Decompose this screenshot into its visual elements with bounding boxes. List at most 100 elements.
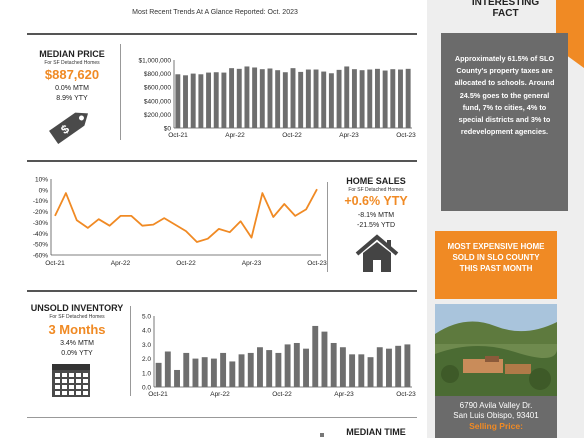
price-tag-icon: $ [44,108,96,145]
bar [229,68,235,128]
bar [190,73,196,128]
bar [213,72,219,128]
expensive-home-photo [435,304,557,396]
y-tick-label: -60% [33,253,48,260]
y-tick-label: -40% [33,231,48,238]
bar [390,69,396,128]
interesting-fact-header: INTERESTING FACT [431,0,580,31]
bar [305,69,311,128]
calendar-cell [69,385,74,389]
bar [382,70,388,128]
bar [267,68,273,128]
x-tick-label: Oct-21 [168,132,188,139]
calendar-cell [62,385,67,389]
median-price-subtitle: For SF Detached Homes [44,60,100,66]
median-price-title: MEDIAN PRICE [39,49,105,59]
address-line-2: San Luis Obispo, 93401 [453,411,539,420]
expensive-home-header: MOST EXPENSIVE HOME SOLD IN SLO COUNTY T… [435,231,557,299]
x-tick-label: Oct-22 [176,260,196,267]
median-price-mtm: 0.0% MTM [55,85,89,92]
unsold-subtitle: For SF Detached Homes [49,314,105,320]
fact-text: Approximately 61.5% of SLO County's prop… [454,54,555,137]
median-price-chart: $1,000,000 $800,000 $600,000 $400,000 $200,0… [138,58,416,140]
y-tick-label: 4.0 [142,328,151,335]
bar [367,69,373,128]
bar [252,67,258,128]
calendar-cell [62,373,67,377]
bar [336,69,342,128]
bar [293,342,300,387]
bar [183,352,190,387]
unsold-value: 3 Months [48,322,106,337]
home-sales-value: +0.6% YTY [344,194,408,208]
bar [374,68,380,128]
unsold-yty: 0.0% YTY [61,350,93,357]
x-tick-label: Apr-22 [225,132,245,139]
y-tick-label: -20% [33,209,48,216]
bar [221,72,227,128]
bar [210,358,217,387]
calendar-cell [55,373,60,377]
bar [290,68,296,128]
bar [192,358,199,387]
home-sales-subtitle: For SF Detached Homes [348,187,404,193]
bar [247,352,254,387]
x-tick-label: Oct-23 [396,132,416,139]
bar [395,345,402,387]
x-tick-label: Oct-21 [148,391,168,398]
bar [206,72,212,128]
bar [367,357,374,387]
y-tick-label: 3.0 [142,342,151,349]
bar [175,74,181,128]
calendar-cell [83,385,88,389]
y-tick-label: $1,000,000 [138,58,171,65]
unsold-title: UNSOLD INVENTORY [30,303,124,313]
y-tick-label: $400,000 [144,98,171,105]
home-sales-ytd: -21.5% YTD [357,222,395,229]
bar [328,73,334,128]
divider-3 [27,417,417,418]
y-tick-label: -30% [33,220,48,227]
bar [321,71,327,128]
bar [198,74,204,128]
calendar-cell [76,391,81,395]
y-tick-label: 10% [35,177,48,184]
y-tick-label: $0 [164,126,172,133]
home-sales-title: HOME SALES [346,176,406,186]
calendar-cell [69,373,74,377]
calendar-cell [69,379,74,383]
bar [405,68,411,128]
calendar-cell [69,391,74,395]
bar [386,348,392,387]
bar [344,66,350,128]
x-tick-label: Apr-22 [111,260,131,267]
x-tick-label: Oct-23 [396,391,416,398]
bar [238,354,245,387]
bar [349,354,356,387]
bar [359,70,365,128]
bar [303,348,309,387]
x-tick-label: Apr-23 [242,260,262,267]
bar [275,352,282,387]
bar [282,72,288,128]
x-tick-label: Apr-23 [339,132,359,139]
home-sales-mtm: -8.1% MTM [357,212,395,219]
y-tick-label: -10% [33,198,48,205]
calendar-cell [83,379,88,383]
x-tick-label: Oct-22 [282,132,302,139]
unsold-separator [130,306,131,396]
bar [312,325,319,387]
bar [244,66,250,128]
y-tick-label: -50% [33,242,48,249]
calendar-cell [62,391,67,395]
bar [155,362,162,387]
bar [229,361,236,387]
expensive-home-info: 6790 Avila Valley Dr. San Luis Obispo, 9… [435,396,557,438]
median-time-title: MEDIAN TIME [346,427,406,437]
unsold-mtm: 3.4% MTM [60,340,94,347]
home-sales-separator [327,182,328,272]
median-price-separator [120,44,121,140]
bar [236,68,242,128]
divider-2 [27,290,417,292]
